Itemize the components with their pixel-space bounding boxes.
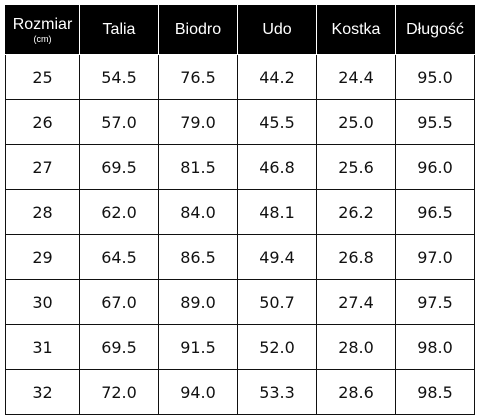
table-row: 28 62.0 84.0 48.1 26.2 96.5 <box>5 189 475 235</box>
table-cell: 26.8 <box>316 234 396 280</box>
table-cell: 96.5 <box>395 189 475 235</box>
table-body: 25 54.5 76.5 44.2 24.4 95.0 26 57.0 79.0 45.5 25.0… <box>5 54 475 415</box>
table-cell: 91.5 <box>158 324 238 370</box>
table-cell: 69.5 <box>79 144 159 190</box>
header-label: Kostka <box>331 21 381 38</box>
table-cell: 67.0 <box>79 279 159 325</box>
header-label: Długość <box>406 21 464 38</box>
table-cell: 28.0 <box>316 324 396 370</box>
table-cell: 45.5 <box>237 99 317 145</box>
table-cell: 69.5 <box>79 324 159 370</box>
table-cell: 30 <box>5 279 80 325</box>
table-cell: 81.5 <box>158 144 238 190</box>
table-cell: 84.0 <box>158 189 238 235</box>
table-cell: 27 <box>5 144 80 190</box>
table-cell: 48.1 <box>237 189 317 235</box>
table-row: 30 67.0 89.0 50.7 27.4 97.5 <box>5 279 475 325</box>
header-unit: (cm) <box>33 34 52 44</box>
table-cell: 32 <box>5 369 80 415</box>
table-cell: 50.7 <box>237 279 317 325</box>
size-table: Rozmiar (cm) Talia Biodro Udo Kostka Dłu… <box>5 5 475 415</box>
table-cell: 97.0 <box>395 234 475 280</box>
table-cell: 28 <box>5 189 80 235</box>
table-cell: 96.0 <box>395 144 475 190</box>
table-cell: 44.2 <box>237 54 317 100</box>
table-cell: 53.3 <box>237 369 317 415</box>
header-kostka: Kostka <box>316 5 396 55</box>
table-cell: 79.0 <box>158 99 238 145</box>
table-cell: 25.0 <box>316 99 396 145</box>
header-label: Udo <box>262 21 292 38</box>
table-cell: 31 <box>5 324 80 370</box>
table-cell: 89.0 <box>158 279 238 325</box>
header-dlugosc: Długość <box>395 5 475 55</box>
table-cell: 98.0 <box>395 324 475 370</box>
table-cell: 25.6 <box>316 144 396 190</box>
table-cell: 26 <box>5 99 80 145</box>
table-cell: 94.0 <box>158 369 238 415</box>
table-cell: 57.0 <box>79 99 159 145</box>
table-cell: 29 <box>5 234 80 280</box>
header-label: Talia <box>102 21 136 38</box>
table-row: 27 69.5 81.5 46.8 25.6 96.0 <box>5 144 475 190</box>
header-label: Biodro <box>174 21 222 38</box>
header-udo: Udo <box>237 5 317 55</box>
header-rozmiar: Rozmiar (cm) <box>5 5 80 55</box>
table-cell: 46.8 <box>237 144 317 190</box>
table-cell: 62.0 <box>79 189 159 235</box>
table-cell: 97.5 <box>395 279 475 325</box>
table-cell: 28.6 <box>316 369 396 415</box>
table-cell: 24.4 <box>316 54 396 100</box>
table-cell: 95.5 <box>395 99 475 145</box>
table-row: 32 72.0 94.0 53.3 28.6 98.5 <box>5 369 475 415</box>
table-row: 29 64.5 86.5 49.4 26.8 97.0 <box>5 234 475 280</box>
table-row: 26 57.0 79.0 45.5 25.0 95.5 <box>5 99 475 145</box>
table-cell: 95.0 <box>395 54 475 100</box>
table-cell: 98.5 <box>395 369 475 415</box>
table-row: 25 54.5 76.5 44.2 24.4 95.0 <box>5 54 475 100</box>
table-cell: 86.5 <box>158 234 238 280</box>
table-cell: 76.5 <box>158 54 238 100</box>
table-cell: 25 <box>5 54 80 100</box>
header-label: Rozmiar <box>12 16 73 33</box>
table-cell: 64.5 <box>79 234 159 280</box>
table-row: 31 69.5 91.5 52.0 28.0 98.0 <box>5 324 475 370</box>
table-cell: 26.2 <box>316 189 396 235</box>
table-cell: 52.0 <box>237 324 317 370</box>
table-cell: 49.4 <box>237 234 317 280</box>
table-cell: 72.0 <box>79 369 159 415</box>
header-talia: Talia <box>79 5 159 55</box>
header-row: Rozmiar (cm) Talia Biodro Udo Kostka Dłu… <box>5 5 475 55</box>
table-cell: 54.5 <box>79 54 159 100</box>
table-header: Rozmiar (cm) Talia Biodro Udo Kostka Dłu… <box>5 5 475 55</box>
header-biodro: Biodro <box>158 5 238 55</box>
table-cell: 27.4 <box>316 279 396 325</box>
